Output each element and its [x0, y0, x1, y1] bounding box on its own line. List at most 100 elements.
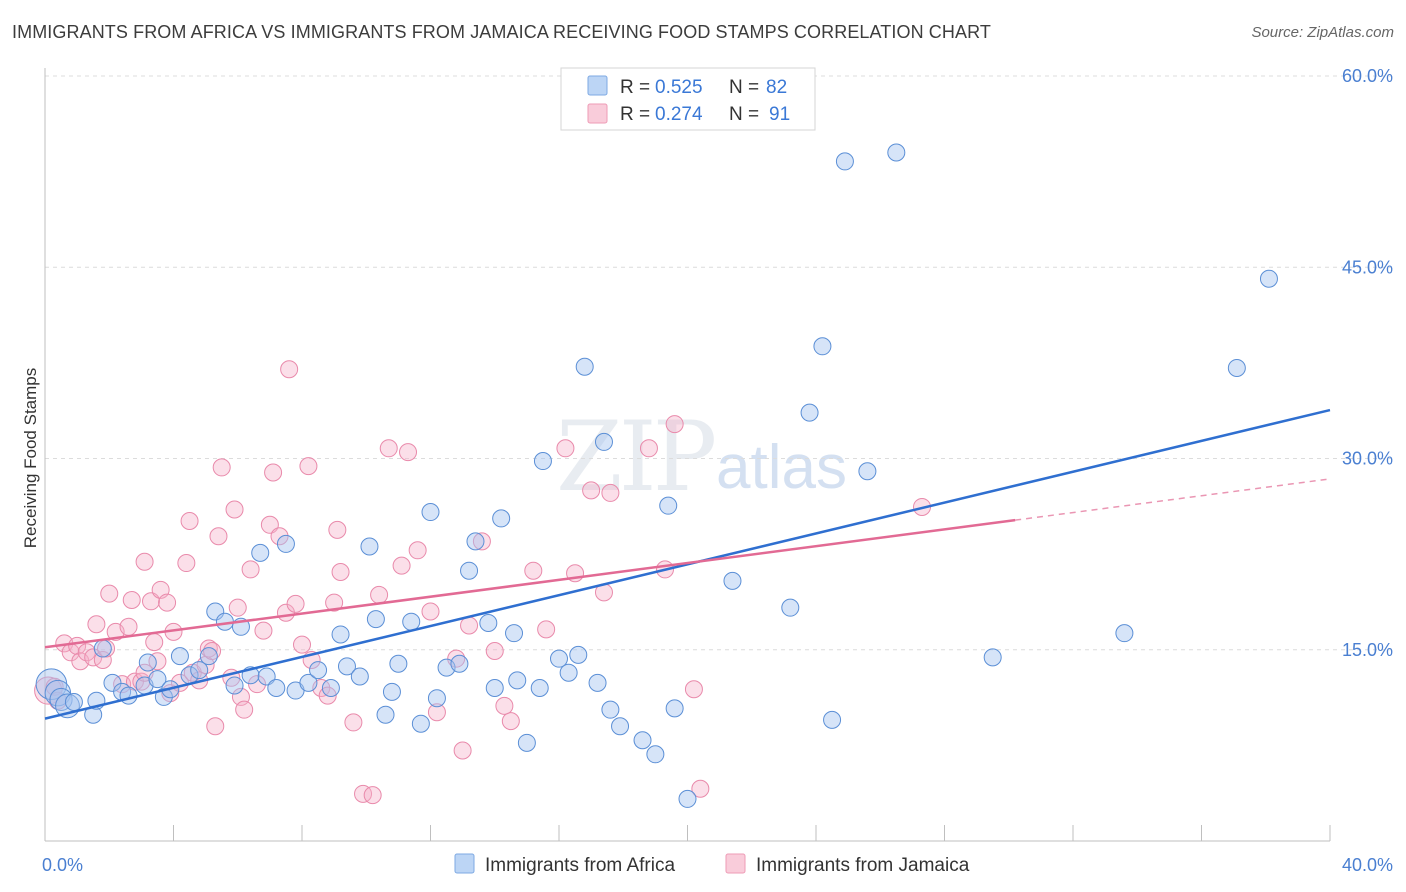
tick-labels: 15.0% 30.0% 45.0% 60.0% 0.0% 40.0%	[42, 66, 1393, 875]
africa-point	[659, 496, 678, 515]
africa-point	[138, 653, 157, 672]
jamaica-point	[199, 639, 218, 658]
africa-point	[376, 705, 395, 724]
jamaica-point	[135, 552, 154, 571]
africa-point	[350, 667, 369, 686]
africa-point	[321, 679, 340, 697]
africa-point	[835, 152, 854, 171]
jamaica-point	[203, 642, 222, 661]
africa-point	[251, 543, 270, 562]
jamaica-point	[100, 584, 119, 603]
africa-point	[823, 710, 842, 729]
jamaica-point	[495, 696, 514, 715]
bottom-legend: Immigrants from Africa Immigrants from J…	[454, 853, 970, 876]
bottom-legend-swatch-jamaica	[725, 853, 746, 874]
watermark-zip: ZIP	[556, 401, 715, 513]
africa-point	[225, 676, 244, 695]
africa-point	[485, 679, 504, 697]
africa-point	[646, 745, 665, 764]
jamaica-point	[601, 483, 620, 502]
jamaica-point	[158, 593, 177, 612]
jamaica-point	[180, 511, 199, 530]
africa-point	[360, 537, 379, 556]
jamaica-point	[453, 741, 472, 760]
jamaica-point	[399, 443, 418, 462]
jamaica-point	[228, 598, 247, 617]
jamaica-point	[354, 784, 373, 803]
africa-point	[148, 670, 167, 689]
africa-point	[1227, 358, 1246, 377]
africa-point	[337, 657, 356, 676]
series-jamaica-points	[34, 360, 932, 805]
jamaica-point	[363, 786, 382, 805]
legend-n-label-jamaica: N =	[729, 104, 764, 125]
legend-n-value-jamaica: 91	[769, 104, 790, 125]
africa-point	[781, 598, 800, 617]
africa-point	[170, 647, 189, 666]
africa-point	[460, 561, 479, 580]
africa-point	[813, 337, 832, 356]
jamaica-point	[328, 520, 347, 539]
africa-point	[530, 679, 549, 697]
africa-point	[389, 654, 408, 673]
legend-swatch-jamaica	[587, 103, 608, 124]
africa-point	[569, 645, 588, 664]
africa-point	[517, 733, 536, 752]
jamaica-point	[299, 457, 318, 476]
jamaica-point	[293, 635, 311, 654]
africa-point	[1115, 624, 1134, 643]
jamaica-point	[460, 616, 479, 635]
jamaica-trend-extension	[1015, 478, 1331, 521]
jamaica-point	[392, 556, 411, 575]
jamaica-point	[421, 602, 440, 621]
africa-point	[575, 357, 594, 376]
africa-trend-line	[44, 408, 1331, 720]
legend-r-value-jamaica: 0.274	[655, 104, 703, 125]
jamaica-point	[408, 541, 427, 560]
jamaica-point	[225, 500, 244, 519]
jamaica-point	[177, 554, 196, 573]
legend: R = 0.525 N = 82 R = 0.274 N = 91	[560, 67, 816, 131]
bottom-legend-swatch-africa	[454, 853, 475, 874]
africa-point	[983, 648, 1002, 667]
africa-point	[508, 671, 527, 690]
africa-point	[93, 639, 112, 658]
africa-point	[858, 462, 877, 481]
legend-n-value-africa: 82	[766, 77, 787, 98]
y-tick-label: 15.0%	[1342, 640, 1393, 660]
jamaica-point	[248, 675, 267, 694]
africa-point	[665, 699, 684, 718]
africa-point	[887, 143, 906, 162]
jamaica-point	[280, 360, 299, 379]
axes	[44, 68, 1331, 842]
jamaica-point	[556, 439, 575, 458]
africa-point	[309, 661, 328, 680]
y-tick-label: 45.0%	[1342, 257, 1393, 277]
africa-point	[611, 717, 630, 736]
africa-point	[421, 503, 440, 522]
chart-source: Source: ZipAtlas.com	[1251, 24, 1394, 41]
bottom-legend-label-jamaica: Immigrants from Jamaica	[756, 855, 970, 876]
x-tick-label: 40.0%	[1342, 855, 1393, 875]
jamaica-point	[209, 527, 228, 546]
jamaica-point	[684, 680, 703, 699]
jamaica-point	[212, 458, 231, 477]
jamaica-point	[665, 415, 684, 434]
jamaica-point	[87, 615, 106, 634]
jamaica-point	[122, 591, 141, 610]
legend-r-label-africa: R =	[620, 77, 655, 98]
africa-point	[154, 687, 173, 706]
africa-point	[550, 649, 568, 668]
africa-point	[366, 610, 385, 629]
watermark-atlas: atlas	[716, 433, 847, 502]
jamaica-trend-line	[44, 518, 1016, 649]
series-africa-points	[35, 143, 1278, 808]
jamaica-point	[148, 652, 167, 671]
africa-point	[450, 654, 469, 673]
jamaica-point	[142, 592, 161, 611]
africa-point	[267, 679, 286, 697]
africa-point	[466, 532, 485, 551]
chart-title: IMMIGRANTS FROM AFRICA VS IMMIGRANTS FRO…	[12, 22, 991, 42]
africa-point	[678, 789, 697, 808]
